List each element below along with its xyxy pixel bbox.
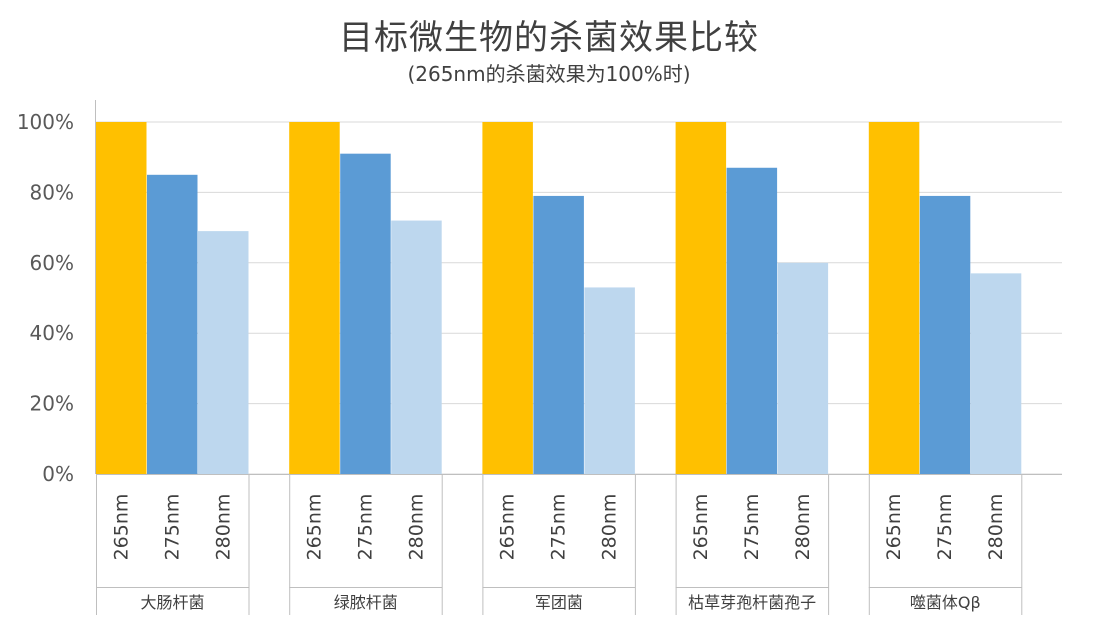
x-tick-label: 275nm — [741, 494, 763, 561]
bars — [96, 122, 1022, 475]
x-tick-label: 265nm — [110, 494, 132, 561]
x-tick-label: 275nm — [934, 494, 956, 561]
bar-280nm — [970, 273, 1022, 474]
bar-275nm — [533, 195, 584, 475]
x-tick-label: 280nm — [599, 494, 621, 561]
y-tick-label: 40% — [30, 321, 74, 345]
x-tick-label: 280nm — [212, 494, 234, 561]
category-label: 军团菌 — [535, 593, 583, 612]
y-tick-label: 100% — [17, 110, 74, 134]
bar-265nm — [675, 122, 727, 474]
category-label: 绿脓杆菌 — [334, 593, 398, 612]
bar-265nm — [289, 122, 340, 474]
x-tick-label: 275nm — [354, 494, 376, 561]
bar-265nm — [868, 122, 920, 474]
bar-280nm — [391, 220, 442, 474]
x-tick-label: 280nm — [792, 494, 814, 561]
x-axis: 265nm 275nm 280nm 大肠杆菌 265nm 275nm 280nm 绿脓杆菌 26… — [96, 474, 1062, 615]
x-tick-label: 280nm — [985, 494, 1007, 561]
category-label: 枯草芽孢杆菌孢子 — [688, 593, 816, 612]
bar-275nm — [726, 167, 778, 474]
bar-275nm — [147, 174, 198, 475]
x-tick-label: 265nm — [497, 494, 519, 561]
x-tick-label: 265nm — [303, 494, 325, 561]
bar-280nm — [584, 287, 635, 474]
x-tick-label: 280nm — [405, 494, 427, 561]
y-tick-label: 0% — [42, 462, 74, 486]
x-tick-label: 275nm — [161, 494, 183, 561]
bar-280nm — [777, 262, 829, 474]
bar-275nm — [340, 153, 391, 474]
bar-275nm — [919, 195, 971, 475]
bar-280nm — [198, 231, 249, 474]
x-tick-label: 265nm — [690, 494, 712, 561]
bar-265nm — [482, 122, 533, 474]
y-tick-label: 60% — [30, 251, 74, 275]
chart-title: 目标微生物的杀菌效果比较 — [339, 18, 759, 58]
category-label: 噬菌体Qβ — [910, 593, 981, 612]
y-tick-label: 80% — [30, 180, 74, 204]
x-tick-label: 275nm — [548, 494, 570, 561]
y-axis: 0% 20% 40% 60% 80% 100% — [17, 100, 96, 486]
y-tick-label: 20% — [30, 392, 74, 416]
chart-subtitle: (265nm的杀菌效果为100%时) — [407, 62, 691, 86]
bar-265nm — [96, 122, 147, 474]
x-tick-label: 265nm — [883, 494, 905, 561]
category-label: 大肠杆菌 — [140, 593, 204, 612]
